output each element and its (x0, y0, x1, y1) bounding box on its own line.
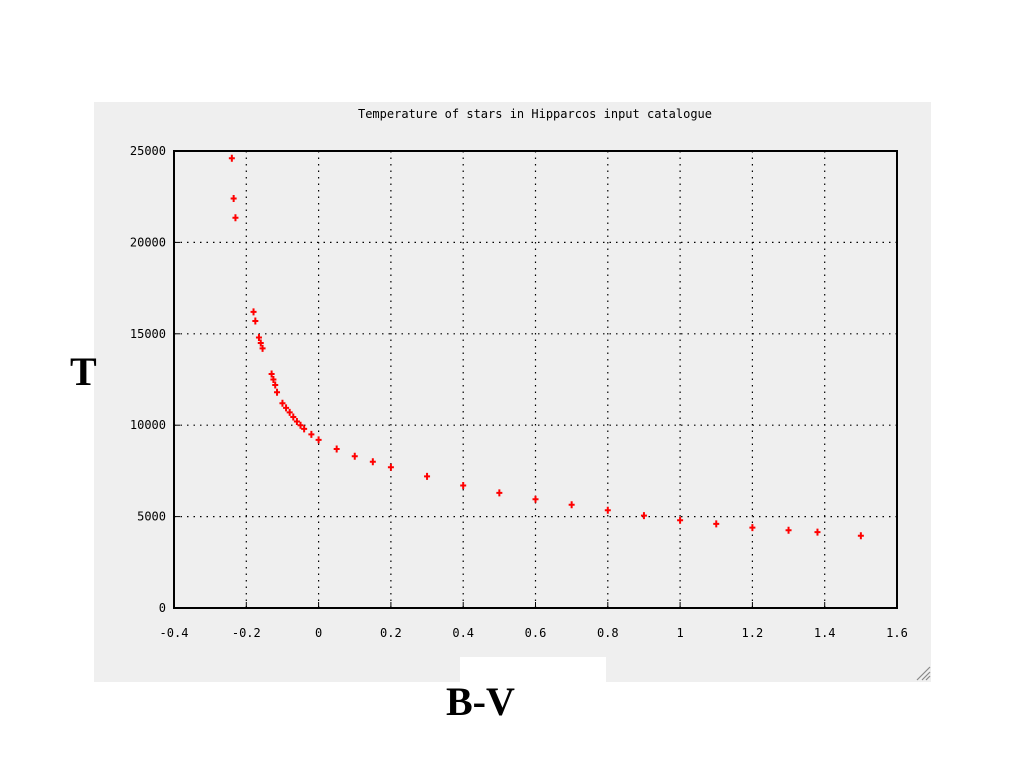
data-point (387, 463, 394, 471)
data-point (230, 195, 237, 203)
data-point (460, 482, 467, 490)
data-point (252, 317, 259, 325)
x-tick-label: 0 (315, 626, 322, 640)
data-point (301, 425, 308, 433)
y-tick-label: 20000 (130, 235, 166, 249)
data-point (604, 506, 611, 514)
x-tick-label: 0.6 (525, 626, 547, 640)
data-point (333, 445, 340, 453)
data-points (228, 154, 864, 540)
y-tick-label: 15000 (130, 327, 166, 341)
data-point (270, 376, 277, 383)
data-point (272, 381, 279, 389)
data-point (297, 421, 304, 429)
y-tick-label: 5000 (137, 510, 166, 524)
y-tick-label: 25000 (130, 144, 166, 158)
y-tick-label: 0 (159, 601, 166, 615)
data-point (351, 452, 358, 460)
data-point (814, 528, 821, 536)
data-point (369, 458, 376, 466)
data-point (290, 413, 297, 421)
data-point (677, 516, 684, 524)
data-point (315, 436, 322, 444)
resize-grip-icon[interactable] (911, 661, 931, 681)
x-tick-label: -0.2 (232, 626, 261, 640)
x-axis-title: B-V (446, 679, 515, 724)
data-point (857, 532, 864, 540)
data-point (283, 404, 290, 412)
y-tick-label: 10000 (130, 418, 166, 432)
data-point (274, 388, 281, 396)
data-point (424, 472, 431, 480)
data-point (749, 524, 756, 532)
data-point (308, 430, 315, 438)
data-point (286, 408, 293, 416)
data-point (279, 399, 286, 407)
data-point (293, 418, 300, 426)
data-point (257, 339, 264, 347)
x-tick-label: 1 (676, 626, 683, 640)
x-tick-label: 0.4 (452, 626, 474, 640)
data-point (268, 370, 275, 378)
data-point (228, 154, 235, 162)
data-point (785, 526, 792, 534)
label-background (460, 657, 606, 683)
data-point (713, 520, 720, 528)
chart-title: Temperature of stars in Hipparcos input … (358, 107, 712, 121)
x-tick-label: 0.2 (380, 626, 402, 640)
axis-ticks: -0.4 -0.2 0 0.2 0.4 0.6 0.8 1 1.2 1.4 1.6 0 5000 1000… (130, 144, 908, 640)
x-tick-label: 1.6 (886, 626, 908, 640)
x-tick-label: 0.8 (597, 626, 619, 640)
x-tick-label: 1.2 (742, 626, 764, 640)
data-point (568, 501, 575, 509)
y-axis-title: T (70, 349, 97, 394)
data-point (532, 495, 539, 503)
grid-lines (174, 151, 897, 608)
data-point (250, 308, 257, 316)
data-point (232, 214, 239, 222)
data-point (496, 489, 503, 497)
data-point (255, 333, 262, 341)
x-tick-label: -0.4 (160, 626, 189, 640)
data-point (259, 344, 266, 352)
data-point (640, 512, 647, 520)
x-tick-label: 1.4 (814, 626, 836, 640)
